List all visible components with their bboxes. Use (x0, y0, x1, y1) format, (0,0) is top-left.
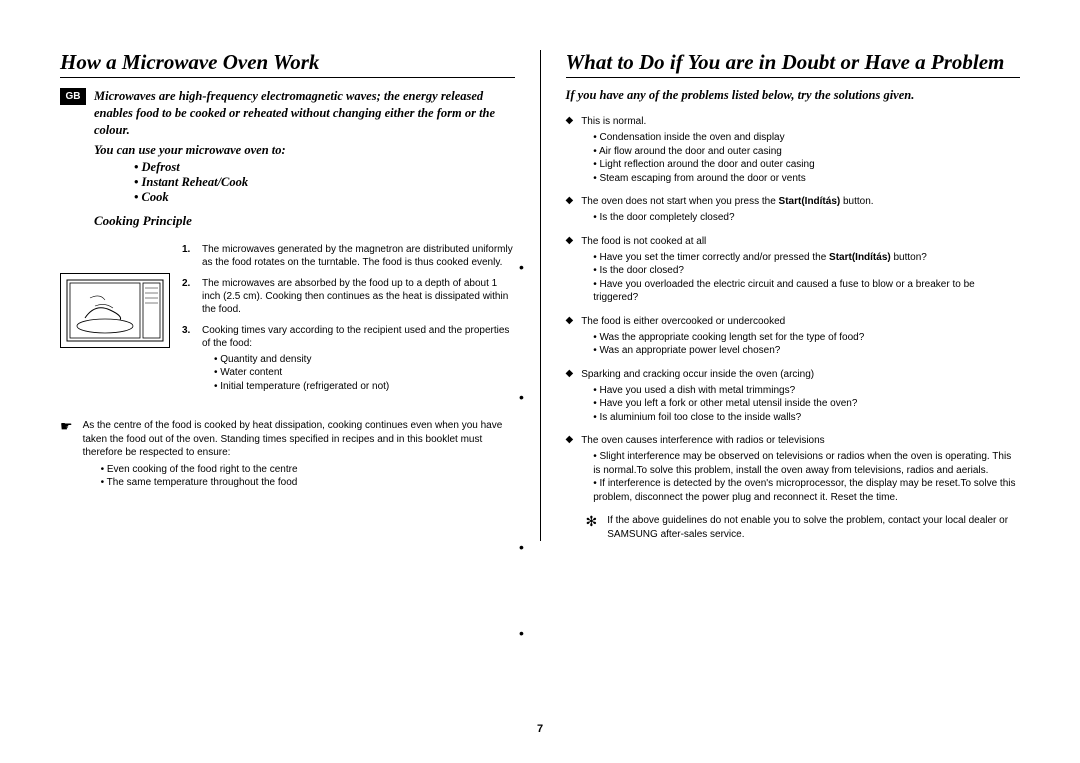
sub-item: Is the door completely closed? (593, 211, 1020, 225)
troubleshoot-subs: Have you used a dish with metal trimming… (593, 384, 1020, 425)
principle-item: 3. Cooking times vary according to the r… (182, 324, 515, 394)
divider-dot: • (519, 260, 524, 274)
troubleshoot-body: The oven causes interference with radios… (581, 434, 1020, 504)
troubleshoot-list: ◆ This is normal. Condensation inside the … (566, 115, 1021, 504)
diamond-icon: ◆ (566, 115, 574, 185)
use-item: Defrost (134, 160, 515, 175)
sub-item: Is the door closed? (593, 264, 1020, 278)
sub-item: Light reflection around the door and out… (593, 158, 1020, 172)
use-item: Cook (134, 190, 515, 205)
principle-num: 1. (182, 243, 196, 269)
use-intro: You can use your microwave oven to: (94, 143, 515, 158)
troubleshoot-subs: Condensation inside the oven and display… (593, 131, 1020, 185)
sub-item: Condensation inside the oven and display (593, 131, 1020, 145)
principle-item: 1. The microwaves generated by the magne… (182, 243, 515, 269)
divider-dot: • (519, 626, 524, 640)
right-intro: If you have any of the problems listed b… (566, 88, 1021, 103)
principle-num: 3. (182, 324, 196, 394)
use-item: Instant Reheat/Cook (134, 175, 515, 190)
principle-text: Cooking times vary according to the reci… (202, 325, 509, 349)
sub-item: Have you overloaded the electric circuit… (593, 278, 1020, 305)
pointer-icon: ☛ (60, 417, 73, 490)
two-column-layout: How a Microwave Oven Work GB Microwaves … (60, 50, 1020, 541)
sub-item: Have you set the timer correctly and/or … (593, 251, 1020, 265)
principle-item: 2. The microwaves are absorbed by the fo… (182, 277, 515, 316)
troubleshoot-title: The oven causes interference with radios… (581, 434, 1020, 447)
diamond-icon: ◆ (566, 315, 574, 358)
sub-item: Air flow around the door and outer casin… (593, 145, 1020, 159)
troubleshoot-title: Sparking and cracking occur inside the o… (581, 368, 1020, 381)
principle-text: The microwaves generated by the magnetro… (202, 243, 515, 269)
sub-item: If interference is detected by the oven'… (593, 477, 1020, 504)
sub-item: Was the appropriate cooking length set f… (593, 331, 1020, 345)
diamond-icon: ◆ (566, 235, 574, 305)
intro-row: GB Microwaves are high-frequency electro… (60, 88, 515, 237)
left-heading: How a Microwave Oven Work (60, 50, 515, 78)
sub-item: Have you used a dish with metal trimming… (593, 384, 1020, 398)
sub-item: Even cooking of the food right to the ce… (101, 463, 515, 477)
region-badge: GB (60, 88, 86, 105)
principle-body: Cooking times vary according to the reci… (202, 324, 515, 394)
footer-note-row: ✻ If the above guidelines do not enable … (586, 514, 1021, 541)
principle-list: 1. The microwaves generated by the magne… (182, 243, 515, 402)
pointer-body: As the centre of the food is cooked by h… (83, 419, 515, 490)
troubleshoot-item: ◆ The food is not cooked at all Have you s… (566, 235, 1021, 305)
sub-item: Initial temperature (refrigerated or not… (214, 380, 515, 394)
principle-row: 1. The microwaves generated by the magne… (60, 243, 515, 402)
right-heading: What to Do if You are in Doubt or Have a… (566, 50, 1021, 78)
pointer-subs: Even cooking of the food right to the ce… (101, 463, 515, 490)
principle-text: The microwaves are absorbed by the food … (202, 277, 515, 316)
troubleshoot-subs: Was the appropriate cooking length set f… (593, 331, 1020, 358)
troubleshoot-item: ◆ This is normal. Condensation inside the … (566, 115, 1021, 185)
diamond-icon: ◆ (566, 434, 574, 504)
divider-dot: • (519, 540, 524, 554)
troubleshoot-item: ◆ The oven does not start when you press … (566, 195, 1021, 225)
sub-item: Steam escaping from around the door or v… (593, 172, 1020, 186)
manual-page: How a Microwave Oven Work GB Microwaves … (0, 0, 1080, 763)
diamond-icon: ◆ (566, 195, 574, 225)
pointer-note: ☛ As the centre of the food is cooked by… (60, 419, 515, 490)
divider-dot: • (519, 390, 524, 404)
pointer-text: As the centre of the food is cooked by h… (83, 420, 503, 458)
troubleshoot-body: This is normal. Condensation inside the o… (581, 115, 1020, 185)
troubleshoot-title: The oven does not start when you press t… (581, 195, 1020, 208)
sub-item: Was an appropriate power level chosen? (593, 344, 1020, 358)
sub-item: The same temperature throughout the food (101, 476, 515, 490)
principle-num: 2. (182, 277, 196, 316)
right-column: What to Do if You are in Doubt or Have a… (540, 50, 1021, 541)
diamond-icon: ◆ (566, 368, 574, 425)
sub-item: Is aluminium foil too close to the insid… (593, 411, 1020, 425)
sub-item: Have you left a fork or other metal uten… (593, 397, 1020, 411)
sub-item: Slight interference may be observed on t… (593, 450, 1020, 477)
troubleshoot-subs: Have you set the timer correctly and/or … (593, 251, 1020, 305)
troubleshoot-body: The food is either overcooked or underco… (581, 315, 1020, 358)
troubleshoot-item: ◆ The food is either overcooked or underc… (566, 315, 1021, 358)
sub-item: Quantity and density (214, 353, 515, 367)
troubleshoot-title: This is normal. (581, 115, 1020, 128)
footer-note: If the above guidelines do not enable yo… (607, 514, 1020, 541)
principle-subs: Quantity and density Water content Initi… (214, 353, 515, 394)
uses-list: Defrost Instant Reheat/Cook Cook (134, 160, 515, 205)
troubleshoot-subs: Is the door completely closed? (593, 211, 1020, 225)
page-number: 7 (537, 723, 543, 735)
note-icon: ✻ (586, 512, 598, 541)
troubleshoot-title: The food is either overcooked or underco… (581, 315, 1020, 328)
sub-item: Water content (214, 366, 515, 380)
microwave-illustration (60, 273, 170, 348)
troubleshoot-item: ◆ The oven causes interference with radio… (566, 434, 1021, 504)
intro-text: Microwaves are high-frequency electromag… (94, 88, 515, 139)
troubleshoot-item: ◆ Sparking and cracking occur inside the … (566, 368, 1021, 425)
troubleshoot-body: Sparking and cracking occur inside the o… (581, 368, 1020, 425)
troubleshoot-body: The oven does not start when you press t… (581, 195, 1020, 225)
troubleshoot-title: The food is not cooked at all (581, 235, 1020, 248)
troubleshoot-subs: Slight interference may be observed on t… (593, 450, 1020, 504)
troubleshoot-body: The food is not cooked at all Have you se… (581, 235, 1020, 305)
principle-title: Cooking Principle (94, 213, 515, 229)
intro-block: Microwaves are high-frequency electromag… (94, 88, 515, 237)
left-column: How a Microwave Oven Work GB Microwaves … (60, 50, 535, 541)
